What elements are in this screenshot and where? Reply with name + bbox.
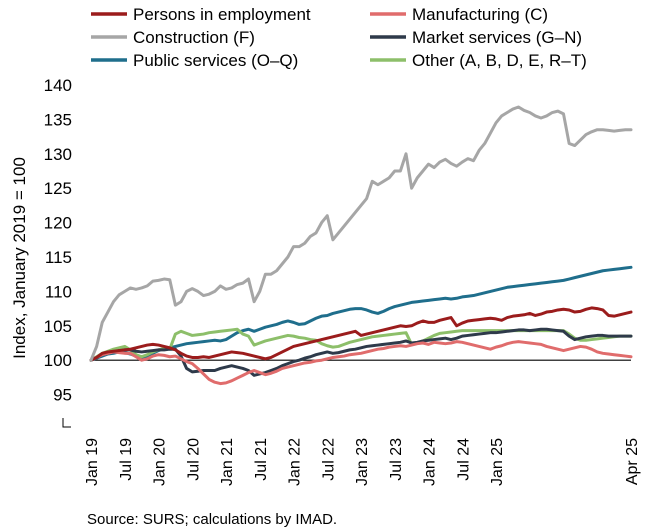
x-tick-label: Apr 25: [624, 438, 641, 485]
series-line-construction-f: [89, 105, 633, 362]
legend-label: Market services (G–N): [412, 28, 582, 47]
legend-label: Manufacturing (C): [412, 5, 548, 24]
x-tick-label: Jan 21: [219, 438, 236, 486]
x-tick-label: Jul 20: [185, 438, 202, 481]
x-tick-label: Jan 22: [287, 438, 304, 486]
series-line-persons-in-employment: [89, 306, 633, 362]
x-tick-label: Jul 23: [388, 438, 405, 481]
x-axis: Jan 19 Jul 19 Jan 20 Jul 20 Jan 21 Jul 21 Jan …: [84, 438, 641, 486]
y-tick-label: 100: [44, 351, 72, 370]
x-tick-label: Jul 22: [320, 438, 337, 481]
x-tick-label: Jul 21: [253, 438, 270, 481]
y-tick-label: 130: [44, 145, 72, 164]
legend-label: Public services (O–Q): [133, 51, 298, 70]
x-tick-label: Jan 20: [152, 438, 169, 486]
legend: Persons in employment Manufacturing (C) Co…: [91, 5, 587, 70]
legend-label: Construction (F): [133, 28, 255, 47]
y-tick-label: 110: [45, 282, 72, 301]
x-tick-label: Jan 23: [354, 438, 371, 486]
y-axis-label: Index, January 2019 = 100: [10, 157, 29, 359]
y-axis: 140 135 130 125 120 115 110 105 100 95: [44, 76, 72, 428]
x-tick-label: Jul 19: [118, 438, 135, 481]
x-tick-label: Jan 24: [422, 438, 439, 486]
y-tick-label: 115: [45, 248, 72, 267]
y-tick-label: 95: [53, 386, 72, 405]
series-line-public-services-o-q: [89, 265, 633, 362]
y-tick-label: 125: [44, 179, 72, 198]
source-note: Source: SURS; calculations by IMAD.: [87, 511, 337, 528]
x-tick-label: Jul 24: [455, 438, 472, 481]
legend-label: Persons in employment: [133, 5, 311, 24]
series-line-manufacturing-c: [89, 340, 633, 386]
x-tick-label: Jan 25: [489, 438, 506, 486]
series-line-market-services-g-n: [89, 327, 633, 377]
axis-break-mark: [62, 418, 71, 428]
x-tick-label: Jan 19: [84, 438, 101, 486]
y-tick-label: 135: [44, 110, 72, 129]
y-tick-label: 140: [44, 76, 72, 95]
y-tick-label: 105: [44, 317, 72, 336]
y-tick-label: 120: [44, 214, 72, 233]
series-lines: [89, 105, 633, 386]
legend-label: Other (A, B, D, E, R–T): [412, 51, 587, 70]
